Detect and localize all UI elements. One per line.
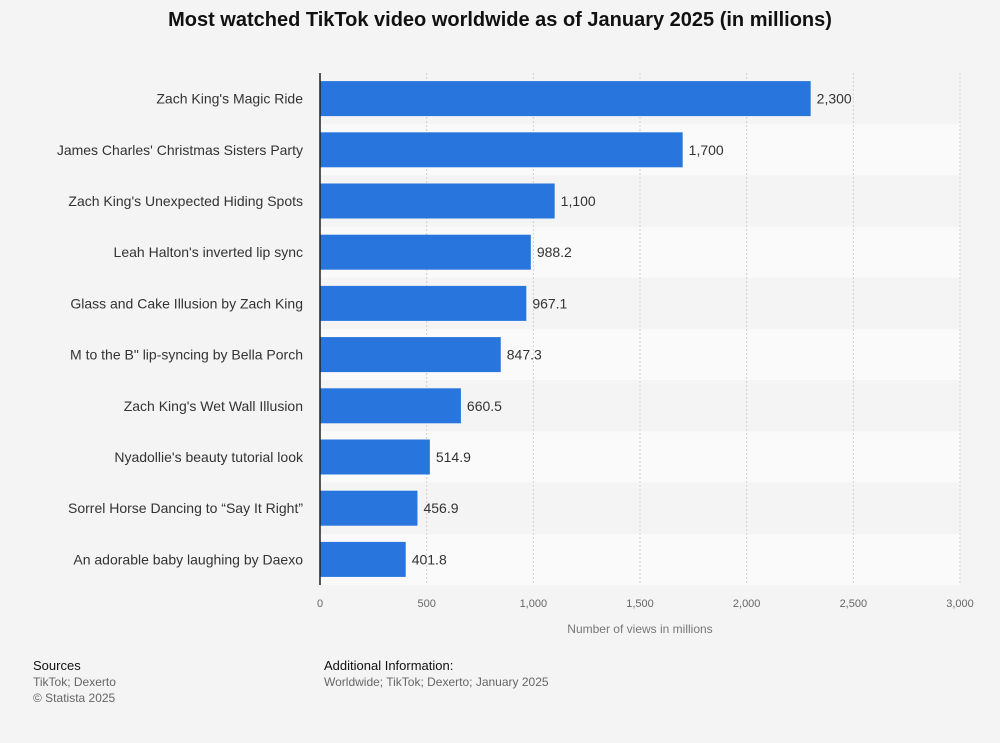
sources-line: TikTok; Dexerto: [33, 675, 116, 689]
data-label: 514.9: [436, 449, 471, 465]
bar: [320, 388, 461, 424]
chart-title: Most watched TikTok video worldwide as o…: [168, 9, 832, 31]
x-axis-title: Number of views in millions: [567, 622, 712, 636]
bar: [320, 541, 406, 577]
bar: [320, 439, 430, 475]
category-label: Glass and Cake Illusion by Zach King: [70, 295, 303, 311]
data-label: 456.9: [423, 500, 458, 516]
data-label: 2,300: [817, 91, 852, 107]
sources-block: Sources TikTok; Dexerto © Statista 2025: [33, 658, 116, 706]
x-tick-label: 0: [317, 598, 323, 610]
category-label: Nyadollie's beauty tutorial look: [114, 449, 304, 465]
data-label: 1,100: [561, 193, 596, 209]
category-label: Sorrel Horse Dancing to “Say It Right”: [68, 500, 303, 516]
sources-heading: Sources: [33, 658, 81, 673]
category-label: Zach King's Unexpected Hiding Spots: [68, 193, 303, 209]
bar: [320, 234, 531, 270]
additional-info-block: Additional Information: Worldwide; TikTo…: [324, 658, 549, 690]
category-label: M to the B" lip-syncing by Bella Porch: [70, 347, 303, 363]
data-label: 967.1: [532, 295, 567, 311]
copyright-line: © Statista 2025: [33, 691, 116, 705]
x-tick-label: 2,000: [733, 598, 761, 610]
bar: [320, 132, 683, 168]
data-label: 660.5: [467, 398, 502, 414]
x-tick-label: 500: [417, 598, 435, 610]
bar: [320, 337, 501, 373]
data-label: 988.2: [537, 244, 572, 260]
data-label: 1,700: [689, 142, 724, 158]
category-label: Zach King's Wet Wall Illusion: [124, 398, 303, 414]
bar: [320, 81, 811, 117]
category-label: Leah Halton's inverted lip sync: [114, 244, 303, 260]
bar-chart: 0 500 1,000 1,500 2,000 2,500 3,000 2,300 Zach K…: [57, 73, 974, 636]
additional-info-heading: Additional Information:: [324, 658, 454, 673]
data-label: 847.3: [507, 347, 542, 363]
x-tick-label: 1,000: [520, 598, 548, 610]
additional-info-text: Worldwide; TikTok; Dexerto; January 2025: [324, 675, 549, 689]
category-label: An adorable baby laughing by Daexo: [73, 551, 303, 567]
bar: [320, 183, 555, 219]
category-label: James Charles' Christmas Sisters Party: [57, 142, 303, 158]
bar: [320, 285, 527, 321]
x-tick-label: 2,500: [840, 598, 868, 610]
category-label: Zach King's Magic Ride: [156, 91, 303, 107]
bar: [320, 490, 418, 526]
x-tick-label: 1,500: [626, 598, 654, 610]
x-tick-label: 3,000: [946, 598, 974, 610]
data-label: 401.8: [412, 551, 447, 567]
